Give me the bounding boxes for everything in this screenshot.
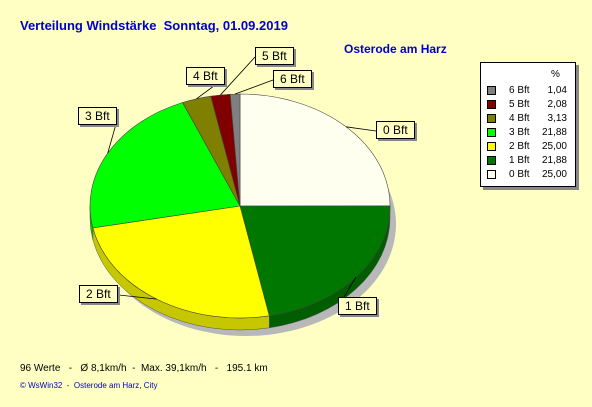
callout-1-bft: 1 Bft: [338, 297, 377, 315]
legend-value: 1,04: [547, 85, 567, 96]
callout-6-bft: 6 Bft: [273, 70, 312, 88]
location-label: Osterode am Harz: [344, 42, 447, 56]
leader-line-6-bft: [234, 79, 274, 95]
pie-slice-0-bft: [239, 93, 391, 207]
footer-stats: 96 Werte - Ø 8,1km/h - Max. 39,1km/h - 1…: [20, 363, 268, 374]
legend-value: 21,88: [541, 127, 567, 138]
legend-swatch: [487, 86, 496, 95]
legend-label: 5 Bft: [509, 99, 530, 110]
legend-swatch: [487, 100, 496, 109]
callout-2-bft: 2 Bft: [79, 285, 118, 303]
pie-slice-1-bft: [239, 205, 391, 317]
legend-row: 4 Bft 3,13: [487, 113, 573, 125]
legend-label: 4 Bft: [509, 113, 530, 124]
leader-line-5-bft: [220, 56, 256, 96]
legend-swatch: [487, 128, 496, 137]
callout-3-bft: 3 Bft: [78, 107, 117, 125]
legend-value: 2,08: [547, 99, 567, 110]
legend-swatch: [487, 170, 496, 179]
legend-label: 3 Bft: [509, 127, 530, 138]
pie-slice-3-bft: [89, 102, 241, 229]
legend-row: 6 Bft 1,04: [487, 85, 573, 97]
legend-row: 0 Bft 25,00: [487, 169, 573, 181]
legend-row: 1 Bft 21,88: [487, 155, 573, 167]
legend-label: 1 Bft: [509, 155, 530, 166]
legend-value: 3,13: [547, 113, 567, 124]
pie-slice-6-bft: [229, 93, 241, 207]
legend-swatch: [487, 114, 496, 123]
legend: % 6 Bft 1,04 5 Bft 2,08 4 Bft 3,13 3 Bft 21,88 2…: [480, 62, 576, 187]
chart-title: Verteilung Windstärke Sonntag, 01.09.201…: [20, 18, 288, 33]
legend-value: 25,00: [541, 141, 567, 152]
legend-row: 2 Bft 25,00: [487, 141, 573, 153]
callout-0-bft: 0 Bft: [376, 121, 415, 139]
legend-value: 21,88: [541, 155, 567, 166]
legend-percent-header: %: [551, 69, 560, 80]
leader-line-0-bft: [346, 126, 377, 132]
legend-row: 5 Bft 2,08: [487, 99, 573, 111]
leader-line-2-bft: [118, 294, 157, 300]
legend-row: 3 Bft 21,88: [487, 127, 573, 139]
callout-4-bft: 4 Bft: [186, 67, 225, 85]
legend-swatch: [487, 142, 496, 151]
legend-label: 0 Bft: [509, 169, 530, 180]
footer-credit: © WsWin32 - Osterode am Harz, City: [20, 381, 158, 390]
legend-label: 2 Bft: [509, 141, 530, 152]
legend-value: 25,00: [541, 169, 567, 180]
callout-5-bft: 5 Bft: [255, 47, 294, 65]
pie-slice-2-bft: [92, 205, 270, 319]
legend-swatch: [487, 156, 496, 165]
legend-label: 6 Bft: [509, 85, 530, 96]
